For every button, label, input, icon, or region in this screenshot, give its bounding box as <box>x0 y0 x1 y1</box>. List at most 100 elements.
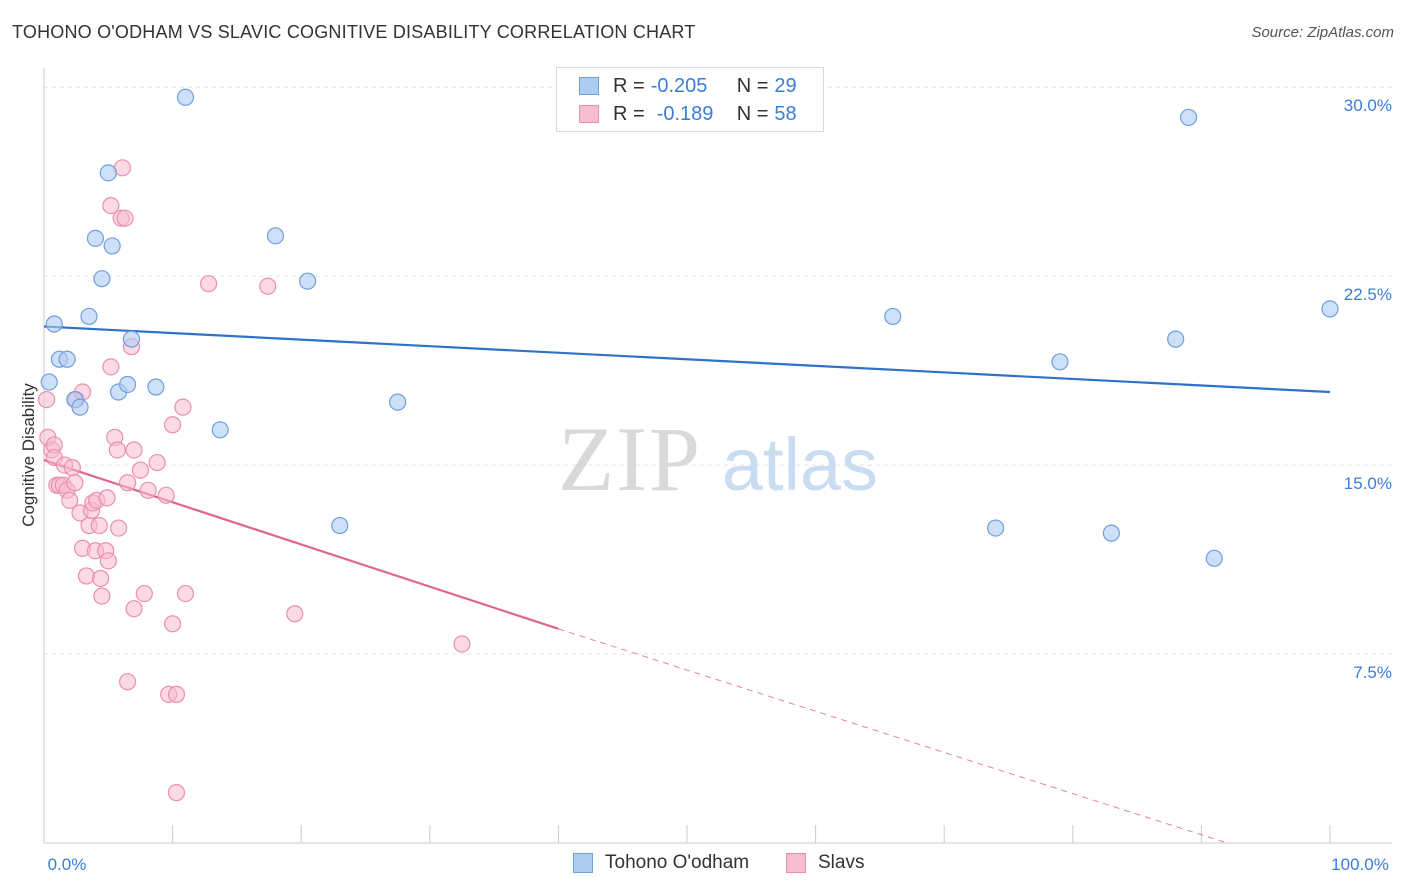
slavs-point <box>90 516 108 535</box>
chart-title: TOHONO O'ODHAM VS SLAVIC COGNITIVE DISAB… <box>12 22 696 42</box>
slavs-point <box>102 197 120 215</box>
slavs-point <box>125 441 143 459</box>
x-tick-label: 0.0% <box>48 855 87 874</box>
tohono-point <box>58 350 76 368</box>
tohono-point <box>176 88 195 106</box>
slavs-point <box>131 461 150 479</box>
n-label: N = <box>736 74 769 97</box>
stats-legend: R = -0.205 N = 29 R = -0.189 N = 58 <box>556 67 824 132</box>
watermark: ZIP atlas <box>558 408 878 510</box>
slavs-point <box>176 584 195 603</box>
slavs-point <box>99 552 117 570</box>
y-tick-label: 30.0% <box>1344 96 1392 115</box>
slavs-point <box>135 584 153 603</box>
y-axis-label: Cognitive Disability <box>19 383 38 527</box>
slavs-point <box>164 615 182 633</box>
tohono-point <box>1179 108 1198 127</box>
tohono-point <box>299 272 317 290</box>
stats-row-slavs: R = -0.189 N = 58 <box>579 102 797 126</box>
tohono-point <box>987 519 1005 537</box>
slavs-point <box>93 587 111 605</box>
stats-row-tohono: R = -0.205 N = 29 <box>579 74 797 98</box>
slavs-swatch <box>579 105 599 123</box>
slavs-point <box>286 605 304 623</box>
slavs-point <box>98 489 116 507</box>
slavs-point <box>116 209 134 227</box>
tohono-point <box>389 393 407 411</box>
tohono-point <box>40 373 58 391</box>
slavs-point <box>139 481 157 499</box>
tohono-trend-line <box>43 325 1331 394</box>
grid-lines <box>44 86 1392 655</box>
slavs-point <box>167 685 186 703</box>
y-tick-label: 7.5% <box>1353 663 1392 682</box>
slavs-point <box>61 491 79 509</box>
slavs-point <box>259 277 277 295</box>
slavs-point <box>157 486 175 504</box>
tohono-point <box>71 398 89 416</box>
tohono-point <box>331 516 349 535</box>
slavs-point <box>164 416 182 434</box>
slavs-point <box>174 398 192 416</box>
axes <box>43 68 1392 844</box>
tohono-point <box>266 227 285 245</box>
r-value: -0.189 <box>656 102 714 125</box>
slavs-point <box>102 358 120 376</box>
tohono-point <box>211 421 229 439</box>
tohono-point <box>118 375 137 394</box>
slavs-point <box>109 519 128 537</box>
legend-label-tohono: Tohono O'odham <box>605 852 750 873</box>
y-tick-label: 15.0% <box>1344 474 1392 493</box>
slavs-point <box>148 453 166 472</box>
slavs-point <box>118 673 137 691</box>
slavs-point <box>453 635 471 653</box>
tohono-point <box>80 307 98 326</box>
tohono-point <box>86 229 105 247</box>
watermark-atlas: atlas <box>722 423 878 506</box>
tohono-point <box>1102 524 1120 542</box>
tohono-point <box>103 237 121 255</box>
slavs-point <box>66 474 84 492</box>
source-label: Source: ZipAtlas.com <box>1251 24 1394 41</box>
slavs-point <box>200 275 218 293</box>
r-value: -0.205 <box>650 74 708 97</box>
tohono-point <box>122 330 141 348</box>
tohono-point <box>99 164 117 182</box>
tick-labels: 7.5% 15.0% 22.5% 30.0% 0.0% 100.0% <box>48 96 1392 874</box>
slavs-point <box>63 459 81 477</box>
n-label: N = <box>736 102 769 125</box>
slavs-point <box>77 567 96 585</box>
legend-item-tohono[interactable]: Tohono O'odham <box>573 852 749 874</box>
tohono-point <box>1321 300 1339 318</box>
slavs-point <box>108 441 126 459</box>
legend-label-slavs: Slavs <box>818 852 865 873</box>
tohono-point <box>45 315 63 333</box>
n-value: 29 <box>774 74 797 97</box>
n-value: 58 <box>774 102 797 125</box>
series-legend: Tohono O'odham Slavs <box>0 850 1406 878</box>
tohono-point <box>1205 549 1223 567</box>
x-tick-label: 100.0% <box>1331 855 1389 874</box>
slavs-point <box>91 569 110 588</box>
watermark-zip: ZIP <box>558 408 702 510</box>
slavs-legend-swatch <box>786 853 806 873</box>
slavs-trend-extension <box>558 628 1228 844</box>
slavs-point <box>118 474 137 492</box>
r-label: R = <box>613 74 645 97</box>
slavs-point <box>167 784 186 802</box>
tohono-point <box>1051 353 1069 371</box>
tohono-points <box>40 88 1339 567</box>
legend-item-slavs[interactable]: Slavs <box>786 852 864 874</box>
tohono-point <box>1167 330 1185 348</box>
slavs-points <box>37 159 471 802</box>
tohono-point <box>884 307 902 326</box>
slavs-point <box>125 600 143 618</box>
tohono-legend-swatch <box>573 853 593 873</box>
tohono-point <box>93 270 111 288</box>
tohono-swatch <box>579 77 599 95</box>
tohono-point <box>147 378 165 396</box>
r-label: R = <box>613 102 645 125</box>
y-tick-label: 22.5% <box>1344 285 1392 304</box>
slavs-point <box>37 390 56 409</box>
